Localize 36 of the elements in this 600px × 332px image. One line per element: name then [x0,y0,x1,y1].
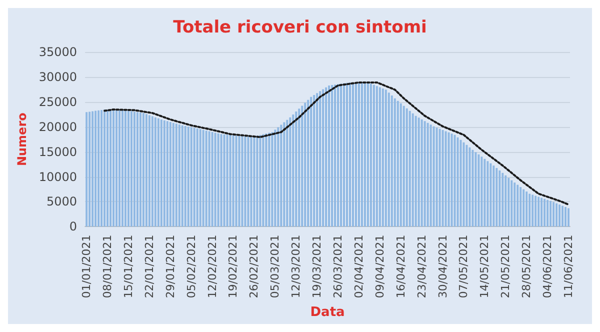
x-tick-label: 09/04/2021 [373,234,386,298]
x-tick-label: 05/02/2021 [184,234,198,298]
x-tick-label: 15/01/2021 [122,234,135,298]
y-tick-label: 10000 [38,170,78,184]
y-axis-title: Numero [15,112,29,166]
x-tick-label: 23/04/2021 [415,234,428,298]
x-tick-label: 08/01/2021 [101,234,114,298]
x-tick-label: 19/03/2021 [310,234,324,298]
x-tick-label: 04/06/2021 [541,234,554,298]
x-tick-label: 26/02/2021 [248,234,261,298]
chart-title: Totale ricoveri con sintomi [173,18,427,38]
line-series [104,81,570,206]
y-tick-label: 30000 [38,70,78,84]
x-tick-label: 16/04/2021 [394,234,408,298]
y-tick-label: 35000 [38,45,78,59]
y-tick-label: 25000 [38,94,78,109]
x-axis-title: Data [310,305,345,320]
x-tick-label: 11/06/2021 [562,234,576,298]
x-tick-label: 29/01/2021 [164,234,177,298]
x-tick-label: 19/02/2021 [226,234,240,298]
x-tick-label: 12/02/2021 [206,234,219,298]
y-tick-label: 15000 [38,144,78,159]
x-tick-label: 26/03/2021 [332,234,345,298]
x-tick-label: 21/05/2021 [499,234,512,298]
x-tick-label: 14/05/2021 [478,234,492,298]
x-tick-label: 30/04/2021 [436,234,450,298]
x-tick-label: 12/03/2021 [290,234,303,298]
y-tick-label: 5000 [46,194,78,209]
y-tick-label: 0 [69,220,78,234]
x-tick-label: 02/04/2021 [352,234,366,298]
x-tick-label: 28/05/2021 [520,234,534,298]
x-tick-label: 01/01/2021 [80,234,94,298]
x-tick-label: 05/03/2021 [268,234,282,298]
x-tick-label: 07/05/2021 [457,234,470,298]
x-tick-label: 22/01/2021 [142,234,156,298]
y-tick-label: 20000 [38,120,78,134]
